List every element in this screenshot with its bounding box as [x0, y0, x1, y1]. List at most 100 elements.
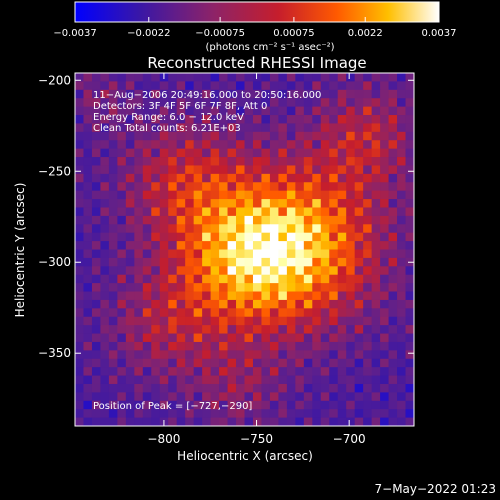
heatmap-cell: [371, 383, 381, 393]
heatmap-cell: [193, 375, 203, 385]
heatmap-cell: [244, 409, 254, 418]
heatmap-cell: [261, 148, 271, 158]
heatmap-cell: [210, 350, 220, 360]
heatmap-cell: [278, 81, 288, 91]
heatmap-cell: [117, 182, 127, 192]
heatmap-cell: [176, 299, 186, 309]
heatmap-cell: [320, 274, 330, 284]
heatmap-cell: [193, 409, 203, 418]
heatmap-cell: [75, 173, 84, 183]
heatmap-cell: [363, 207, 373, 217]
heatmap-cell: [193, 249, 203, 259]
heatmap-cell: [388, 140, 398, 150]
heatmap-cell: [388, 241, 398, 250]
heatmap-cell: [337, 73, 347, 82]
heatmap-cell: [397, 215, 406, 225]
heatmap-cell: [388, 249, 398, 259]
heatmap-cell: [108, 106, 118, 116]
heatmap-cell: [380, 89, 389, 99]
heatmap-cell: [312, 131, 322, 141]
heatmap-cell: [210, 257, 220, 267]
heatmap-cell: [388, 358, 398, 368]
timestamp: 7−May−2022 01:23: [375, 482, 497, 496]
heatmap-cell: [269, 341, 279, 351]
heatmap-cell: [125, 173, 135, 183]
heatmap-cell: [346, 375, 356, 385]
heatmap-cell: [295, 383, 305, 393]
heatmap-cell: [252, 350, 262, 360]
heatmap-cell: [134, 123, 144, 133]
heatmap-cell: [371, 199, 381, 208]
heatmap-cell: [286, 148, 296, 158]
heatmap-cell: [244, 316, 254, 326]
heatmap-cell: [193, 224, 203, 234]
heatmap-cell: [91, 325, 101, 334]
heatmap-cell: [134, 308, 144, 318]
heatmap-cell: [346, 173, 356, 183]
heatmap-cell: [75, 224, 84, 234]
heatmap-cell: [329, 199, 339, 208]
heatmap-cell: [269, 207, 279, 217]
heatmap-cell: [176, 367, 186, 376]
heatmap-cell: [354, 157, 364, 166]
heatmap-cell: [371, 299, 381, 309]
heatmap-cell: [227, 73, 237, 82]
heatmap-cell: [371, 308, 381, 318]
heatmap-cell: [320, 98, 330, 108]
heatmap-cell: [168, 375, 178, 385]
heatmap-cell: [176, 325, 186, 334]
heatmap-cell: [354, 165, 364, 175]
heatmap-cell: [176, 173, 186, 183]
heatmap-cell: [286, 367, 296, 376]
heatmap-cell: [91, 367, 101, 376]
heatmap-cell: [108, 350, 118, 360]
heatmap-cell: [286, 98, 296, 108]
heatmap-cell: [363, 98, 373, 108]
heatmap-cell: [227, 207, 237, 217]
heatmap-cell: [236, 106, 245, 116]
heatmap-cell: [227, 400, 237, 410]
heatmap-cell: [346, 106, 356, 116]
heatmap-cell: [320, 417, 330, 427]
heatmap-cell: [176, 383, 186, 393]
heatmap-cell: [91, 409, 101, 418]
heatmap-cell: [261, 131, 271, 141]
heatmap-cell: [168, 417, 178, 427]
heatmap-cell: [83, 383, 93, 393]
heatmap-cell: [261, 232, 271, 242]
heatmap-cell: [286, 81, 296, 91]
heatmap-cell: [219, 367, 228, 376]
heatmap-cell: [244, 325, 254, 334]
heatmap-cell: [244, 98, 254, 108]
heatmap-cell: [168, 224, 178, 234]
heatmap-cell: [286, 358, 296, 368]
heatmap-cell: [278, 308, 288, 318]
heatmap-cell: [185, 73, 195, 82]
plot-frame: [74, 72, 415, 427]
heatmap-cell: [185, 215, 195, 225]
heatmap-cell: [142, 215, 152, 225]
heatmap-cell: [320, 375, 330, 385]
heatmap-cell: [176, 224, 186, 234]
heatmap-cell: [83, 316, 93, 326]
heatmap-cell: [295, 148, 305, 158]
heatmap-cell: [303, 299, 313, 309]
heatmap-cell: [142, 89, 152, 99]
heatmap-cell: [337, 283, 347, 292]
heatmap-cell: [227, 308, 237, 318]
heatmap-cell: [227, 266, 237, 276]
heatmap-cell: [312, 232, 322, 242]
heatmap-cell: [202, 115, 212, 124]
heatmap-cell: [100, 299, 110, 309]
heatmap-cell: [117, 131, 127, 141]
heatmap-cell: [286, 392, 296, 402]
heatmap-cell: [134, 383, 144, 393]
heatmap-cell: [159, 173, 169, 183]
heatmap-cell: [329, 165, 339, 175]
y-axis-label: Heliocentric Y (arcsec): [13, 183, 27, 318]
heatmap-cell: [91, 241, 101, 250]
heatmap-cell: [244, 140, 254, 150]
heatmap-cell: [405, 249, 415, 259]
heatmap-cell: [168, 400, 178, 410]
heatmap-cell: [269, 123, 279, 133]
